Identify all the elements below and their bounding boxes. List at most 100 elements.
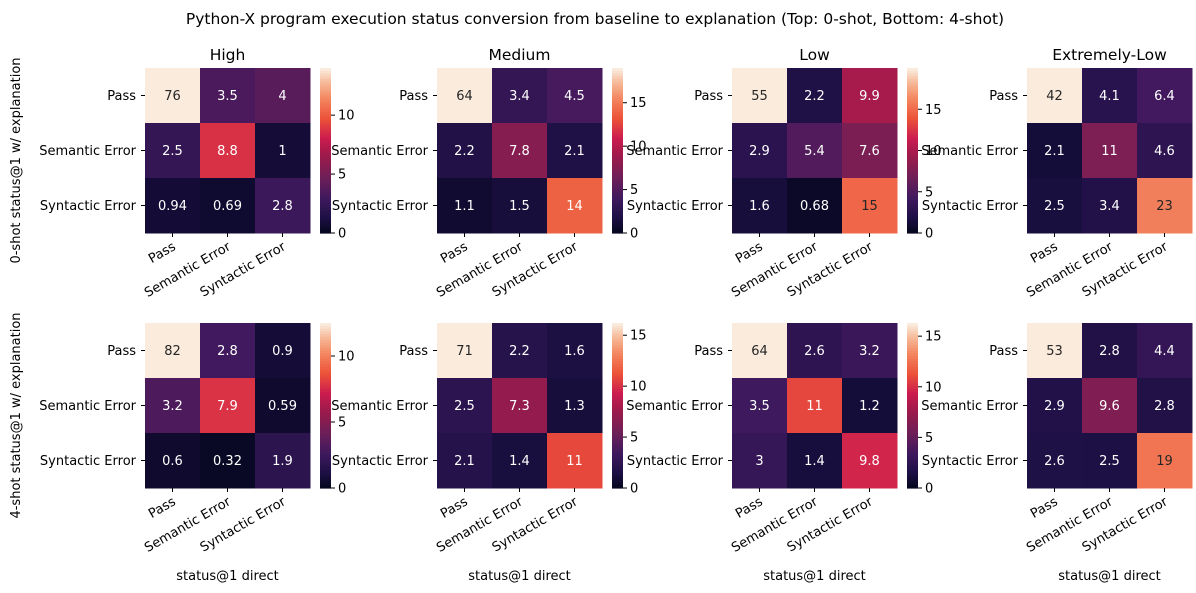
cell-value-label: 2.5 <box>1099 454 1120 469</box>
colorbar-segment <box>320 224 331 229</box>
x-tick-label: Pass <box>1028 239 1061 266</box>
colorbar-segment <box>907 336 918 341</box>
colorbar-segment <box>907 383 918 387</box>
colorbar-segment <box>320 441 331 445</box>
colorbar-segment <box>320 477 331 481</box>
heatmap-cell <box>1027 178 1083 234</box>
cell-value-label: 7.8 <box>509 144 530 159</box>
heatmap-cell <box>145 433 201 489</box>
colorbar-segment <box>320 191 331 196</box>
colorbar-segment <box>320 389 331 393</box>
colorbar-segment <box>907 81 918 86</box>
heatmap-cell <box>492 433 548 489</box>
cell-value-label: 76 <box>164 89 181 104</box>
heatmap-cell <box>200 68 256 124</box>
colorbar-segment <box>320 70 331 75</box>
y-tick-label: Syntactic Error <box>627 199 724 214</box>
colorbar-segment <box>907 139 918 143</box>
heatmap-cell <box>255 178 311 234</box>
colorbar-segment <box>320 372 331 376</box>
heatmap-panel: 71 2.2 1.6 2.5 7.3 1.3 2.1 1.4 11 Pass Semantic Er… <box>331 323 647 584</box>
colorbar-segment <box>612 400 623 404</box>
colorbar-segment <box>612 169 623 174</box>
colorbar-segment <box>907 161 918 165</box>
colorbar-segment <box>320 230 331 234</box>
colorbar-segment <box>612 109 623 113</box>
y-tick-label: Syntactic Error <box>922 454 1019 469</box>
y-tick-label: Syntactic Error <box>332 199 429 214</box>
y-axis-label: 4-shot status@1 w/ explanation <box>9 312 24 518</box>
heatmap-cell <box>1137 123 1193 179</box>
heatmap-cell <box>1027 433 1083 489</box>
colorbar-segment <box>320 419 331 423</box>
cell-value-label: 11 <box>566 454 583 469</box>
cell-value-label: 82 <box>164 344 181 359</box>
colorbar-tick-label: 15 <box>925 330 942 345</box>
y-tick-label: Pass <box>989 344 1018 359</box>
colorbar-segment <box>612 455 623 459</box>
colorbar-segment <box>907 167 918 171</box>
heatmap-cell <box>787 68 843 124</box>
colorbar-segment <box>907 125 918 130</box>
colorbar-segment <box>907 457 918 462</box>
heatmap-cell <box>842 68 898 124</box>
heatmap-cell <box>732 123 788 179</box>
cell-value-label: 11 <box>806 399 823 414</box>
colorbar-segment <box>320 194 331 198</box>
cell-value-label: 8.8 <box>217 144 238 159</box>
heatmap-cell <box>787 178 843 234</box>
cell-value-label: 2.5 <box>454 399 475 414</box>
heatmap-cell <box>200 178 256 234</box>
colorbar-segment <box>907 120 918 124</box>
heatmap-cell <box>1082 433 1138 489</box>
colorbar-segment <box>907 208 918 212</box>
heatmap-cell <box>732 178 788 234</box>
colorbar-tick-label: 15 <box>630 329 647 344</box>
cell-value-label: 0.68 <box>800 199 829 214</box>
colorbar-segment <box>612 405 623 409</box>
x-tick-label: Pass <box>1028 494 1061 521</box>
colorbar-segment <box>320 125 331 130</box>
colorbar-tick-label: 10 <box>338 109 355 124</box>
heatmap-cell <box>1082 123 1138 179</box>
cell-value-label: 2.1 <box>454 454 475 469</box>
colorbar-segment <box>907 123 918 127</box>
cell-value-label: 3.2 <box>162 399 183 414</box>
colorbar-segment <box>612 325 623 330</box>
colorbar-segment <box>612 419 623 423</box>
heatmap-cell <box>200 433 256 489</box>
cell-value-label: 1.2 <box>859 399 880 414</box>
heatmap-cell <box>492 178 548 234</box>
colorbar-segment <box>907 419 918 423</box>
colorbar-segment <box>320 455 331 459</box>
heatmap-cell <box>145 378 201 434</box>
cell-value-label: 0.59 <box>268 399 297 414</box>
colorbar-segment <box>320 378 331 382</box>
y-tick-label: Syntactic Error <box>40 454 137 469</box>
colorbar-segment <box>907 361 918 365</box>
colorbar-tick-label: 10 <box>925 380 942 395</box>
heatmap-cell <box>1027 378 1083 434</box>
colorbar: 0 5 10 <box>320 68 355 242</box>
colorbar-segment <box>612 328 623 332</box>
colorbar-segment <box>907 441 918 445</box>
colorbar-segment <box>320 202 331 207</box>
colorbar-segment <box>612 213 623 218</box>
y-tick-label: Semantic Error <box>331 144 428 159</box>
colorbar-segment <box>320 114 331 119</box>
colorbar-segment <box>320 172 331 176</box>
y-tick-label: Syntactic Error <box>922 199 1019 214</box>
colorbar-segment <box>612 416 623 420</box>
colorbar-segment <box>907 197 918 201</box>
colorbar-segment <box>612 112 623 116</box>
colorbar-segment <box>612 334 623 338</box>
colorbar-segment <box>612 205 623 209</box>
colorbar-segment <box>612 452 623 456</box>
colorbar-segment <box>907 128 918 132</box>
colorbar-segment <box>320 213 331 218</box>
panel-title: High <box>210 46 246 64</box>
heatmap-panel: Medium 64 3.4 4.5 2.2 7.8 2.1 1.1 1.5 14 Pass Seman… <box>331 46 646 301</box>
colorbar-segment <box>320 356 331 360</box>
colorbar-segment <box>320 325 331 330</box>
colorbar-tick-label: 5 <box>338 168 346 183</box>
